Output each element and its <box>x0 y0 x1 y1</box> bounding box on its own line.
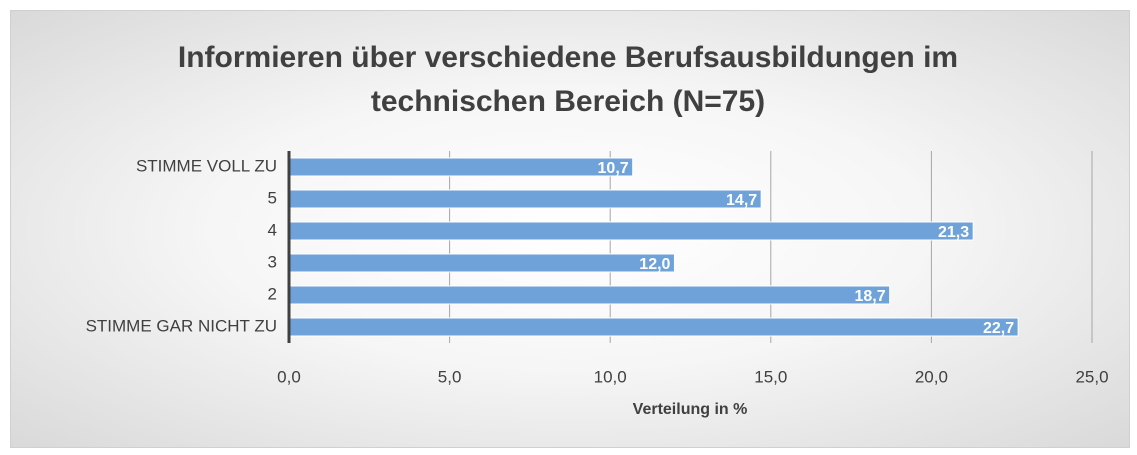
y-tick-label: 5 <box>268 188 277 207</box>
x-tick-label: 0,0 <box>277 367 301 386</box>
value-label: 14,7 <box>726 192 757 209</box>
x-axis-title: Verteilung in % <box>633 401 748 418</box>
x-tick-label: 5,0 <box>438 367 462 386</box>
bar <box>288 189 762 209</box>
y-tick-label: 3 <box>268 252 277 271</box>
bar <box>288 285 891 305</box>
y-tick-label: STIMME VOLL ZU <box>136 156 277 175</box>
y-tick-label: 4 <box>268 220 277 239</box>
value-label: 12,0 <box>639 256 670 273</box>
bar <box>288 317 1019 337</box>
value-label: 22,7 <box>983 320 1014 337</box>
bar <box>288 253 675 273</box>
x-tick-label: 10,0 <box>594 367 627 386</box>
y-tick-label: STIMME GAR NICHT ZU <box>86 316 277 335</box>
y-tick-label: 2 <box>268 284 277 303</box>
x-tick-label: 25,0 <box>1075 367 1108 386</box>
value-label: 21,3 <box>938 224 969 241</box>
bar <box>288 221 974 241</box>
value-label: 10,7 <box>598 160 629 177</box>
bar <box>288 157 634 177</box>
value-label: 18,7 <box>855 288 886 305</box>
x-tick-label: 20,0 <box>915 367 948 386</box>
chart-title: Informieren über verschiedene Berufsausb… <box>177 41 959 118</box>
x-tick-label: 15,0 <box>754 367 787 386</box>
